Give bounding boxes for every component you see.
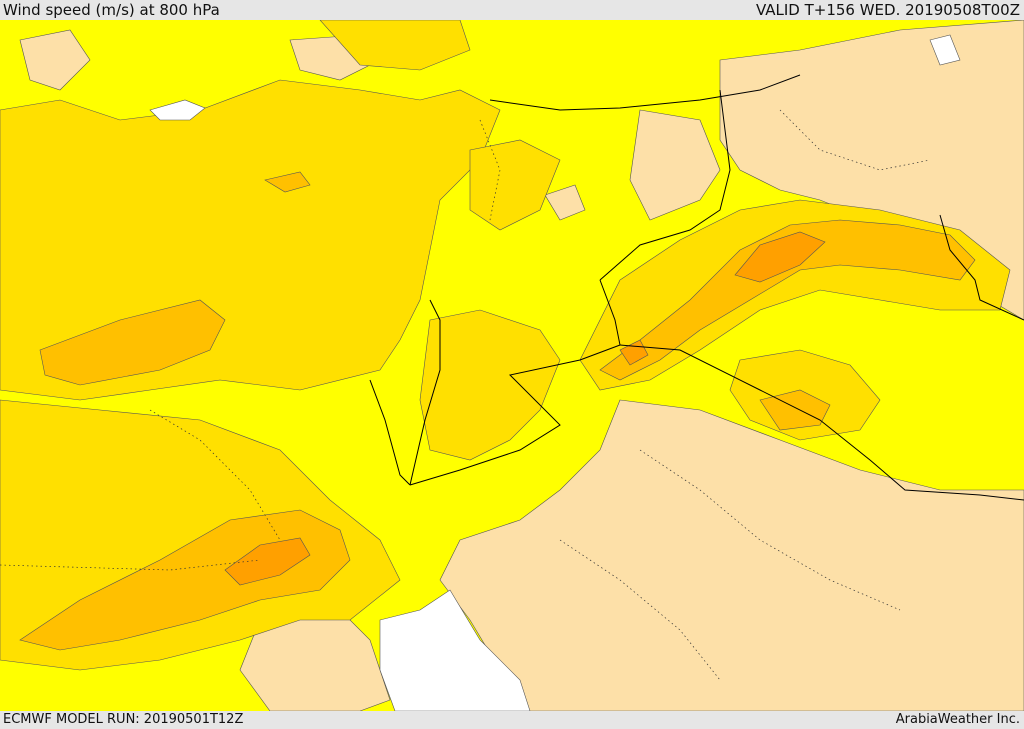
border-syria-iraq (599, 89, 731, 281)
strong-wind-iraq-band (599, 219, 976, 381)
terrain-mask-turkey (149, 99, 206, 121)
footer-bar: ECMWF MODEL RUN: 20190501T12Z ArabiaWeat… (0, 711, 1024, 729)
terrain-mask-iran (929, 34, 961, 66)
strong-wind-saudi-north (759, 389, 831, 431)
low-wind-small-2 (19, 29, 91, 91)
credit: ArabiaWeather Inc. (895, 712, 1020, 727)
terrain-mask-red-sea (379, 589, 531, 711)
model-run: ECMWF MODEL RUN: 20190501T12Z (3, 712, 244, 727)
strongest-wind-egypt (224, 537, 311, 586)
terrain-masks (149, 34, 961, 711)
strong-wind-lebanon-strip (264, 171, 311, 193)
country-borders (369, 74, 1024, 501)
wind-speed-map (0, 20, 1024, 711)
moderate-wind-lebanon (469, 139, 561, 231)
province-borders (0, 109, 931, 681)
border-turkey-syria (489, 74, 801, 111)
border-jordan (409, 279, 621, 486)
border-egypt-israel (369, 379, 411, 486)
strong-wind-west-med (39, 299, 226, 386)
low-wind-small-1 (544, 184, 586, 221)
map-title: Wind speed (m/s) at 800 hPa (3, 1, 220, 19)
low-wind-north-center (629, 109, 721, 221)
border-iraq-iran (939, 214, 1024, 321)
border-levant-coast (409, 299, 441, 486)
valid-time: VALID T+156 WED. 20190508T00Z (755, 1, 1020, 19)
border-saudi-iraq (619, 344, 1024, 501)
header-bar: Wind speed (m/s) at 800 hPa VALID T+156 … (0, 0, 1024, 20)
moderate-wind-north-coast (319, 20, 471, 71)
strongest-wind-iraq (734, 231, 826, 283)
moderate-wind-jordan (419, 309, 561, 461)
